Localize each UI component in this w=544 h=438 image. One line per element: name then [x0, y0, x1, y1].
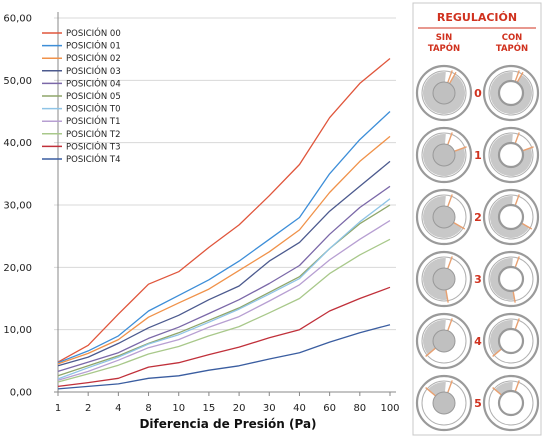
dial-sin-tapon-2 [415, 188, 473, 246]
series-line-9 [57, 286, 391, 388]
series-line-8 [57, 238, 391, 383]
dial-hub [432, 81, 456, 105]
dial-con-tapon-3 [482, 250, 540, 308]
x-tick-label: 40 [293, 403, 306, 414]
column-header-con-line2: TAPÓN [496, 42, 528, 54]
dial-plug [497, 327, 525, 355]
regulation-row-number: 5 [474, 397, 482, 410]
x-tick-label: 20 [233, 403, 246, 414]
x-tick-label: 100 [380, 403, 399, 414]
dial-con-tapon-2 [482, 188, 540, 246]
x-axis-label: Diferencia de Presión (Pa) [139, 417, 316, 431]
y-tick-label: 10,00 [3, 325, 32, 336]
series-line-1 [57, 111, 391, 364]
dial-closed-sector [490, 72, 532, 115]
x-tick-label: 1 [55, 403, 61, 414]
legend-entry: POSICIÓN T3 [66, 140, 121, 152]
x-tick-label: 60 [323, 403, 336, 414]
regulation-row-number: 3 [474, 273, 482, 286]
regulation-row-number: 0 [474, 87, 482, 100]
dial-sin-tapon-1 [415, 126, 473, 184]
x-tick-label: 8 [145, 403, 151, 414]
y-tick-label: 30,00 [3, 201, 32, 212]
series-line-4 [57, 185, 391, 373]
column-header-sin-line2: TAPÓN [428, 42, 460, 54]
y-tick-label: 60,00 [3, 14, 32, 25]
regulation-panel: REGULACIÓN SIN TAPÓN CON TAPÓN 0 1 2 3 4 5 [412, 2, 542, 436]
dial-sin-tapon-3 [415, 250, 473, 308]
x-axis-ticks: 1 2 4 8 10 15 20 30 40 60 80 100 [55, 403, 400, 414]
column-header-sin-line1: SIN [436, 33, 452, 43]
dial-closed-sector [423, 134, 465, 176]
dial-sin-tapon-4 [415, 312, 473, 370]
dial-plug [497, 265, 525, 293]
legend-entry: POSICIÓN 01 [66, 40, 121, 52]
x-tick-label: 80 [353, 403, 366, 414]
x-tick-label: 10 [172, 403, 185, 414]
dial-sin-tapon-0 [415, 64, 473, 122]
y-tick-label: 40,00 [3, 138, 32, 149]
y-tick-label: 20,00 [3, 263, 32, 274]
dial-closed-sector [490, 134, 532, 176]
dial-plug [497, 79, 525, 107]
series-line-10 [57, 324, 391, 390]
regulation-row-number: 4 [474, 335, 482, 348]
series-line-6 [57, 198, 391, 380]
dial-con-tapon-1 [482, 126, 540, 184]
legend-entry: POSICIÓN 05 [66, 90, 121, 102]
legend-entry: POSICIÓN T1 [66, 115, 121, 127]
column-header-con-line1: CON [502, 33, 523, 43]
dial-con-tapon-0 [482, 64, 540, 122]
dial-closed-sector [490, 196, 530, 239]
dial-hub [432, 391, 456, 415]
legend-entry: POSICIÓN T4 [66, 153, 121, 165]
y-tick-label: 50,00 [3, 76, 32, 87]
dial-sin-tapon-5 [415, 374, 473, 432]
regulation-rows: 0 1 2 3 4 5 [415, 64, 540, 432]
legend-entry: POSICIÓN T2 [66, 128, 121, 140]
dial-closed-sector [423, 196, 463, 239]
dial-plug [497, 141, 525, 169]
series-line-5 [57, 204, 391, 377]
dial-closed-sector [423, 72, 465, 114]
legend-entry: POSICIÓN 02 [66, 52, 121, 64]
series-line-7 [57, 220, 391, 381]
dial-con-tapon-4 [482, 312, 540, 370]
series-line-3 [57, 160, 391, 367]
legend-entry: POSICIÓN 00 [66, 27, 121, 39]
series-line-0 [57, 57, 391, 363]
dial-hub [432, 267, 456, 291]
chart-grid [54, 12, 396, 396]
regulation-row-number: 2 [474, 211, 482, 224]
regulation-row-number: 1 [474, 149, 482, 162]
y-tick-label: 0,00 [10, 388, 32, 399]
x-tick-label: 2 [85, 403, 91, 414]
dial-plug [497, 389, 525, 417]
dial-hub [432, 329, 456, 353]
x-tick-label: 15 [203, 403, 216, 414]
legend-entry: POSICIÓN T0 [66, 103, 121, 115]
y-axis-ticks: 0,00 10,00 20,00 30,00 40,00 50,00 60,00 [3, 14, 32, 399]
legend-entry: POSICIÓN 04 [66, 77, 121, 89]
dial-plug [497, 203, 525, 231]
x-tick-label: 4 [115, 403, 121, 414]
series-line-2 [57, 135, 391, 365]
regulation-title: REGULACIÓN [437, 11, 517, 24]
dial-hub [432, 143, 456, 167]
dial-con-tapon-5 [482, 374, 540, 432]
x-tick-label: 30 [263, 403, 276, 414]
legend-entry: POSICIÓN 03 [66, 65, 121, 77]
chart-series [57, 57, 391, 390]
dial-hub [432, 205, 456, 229]
